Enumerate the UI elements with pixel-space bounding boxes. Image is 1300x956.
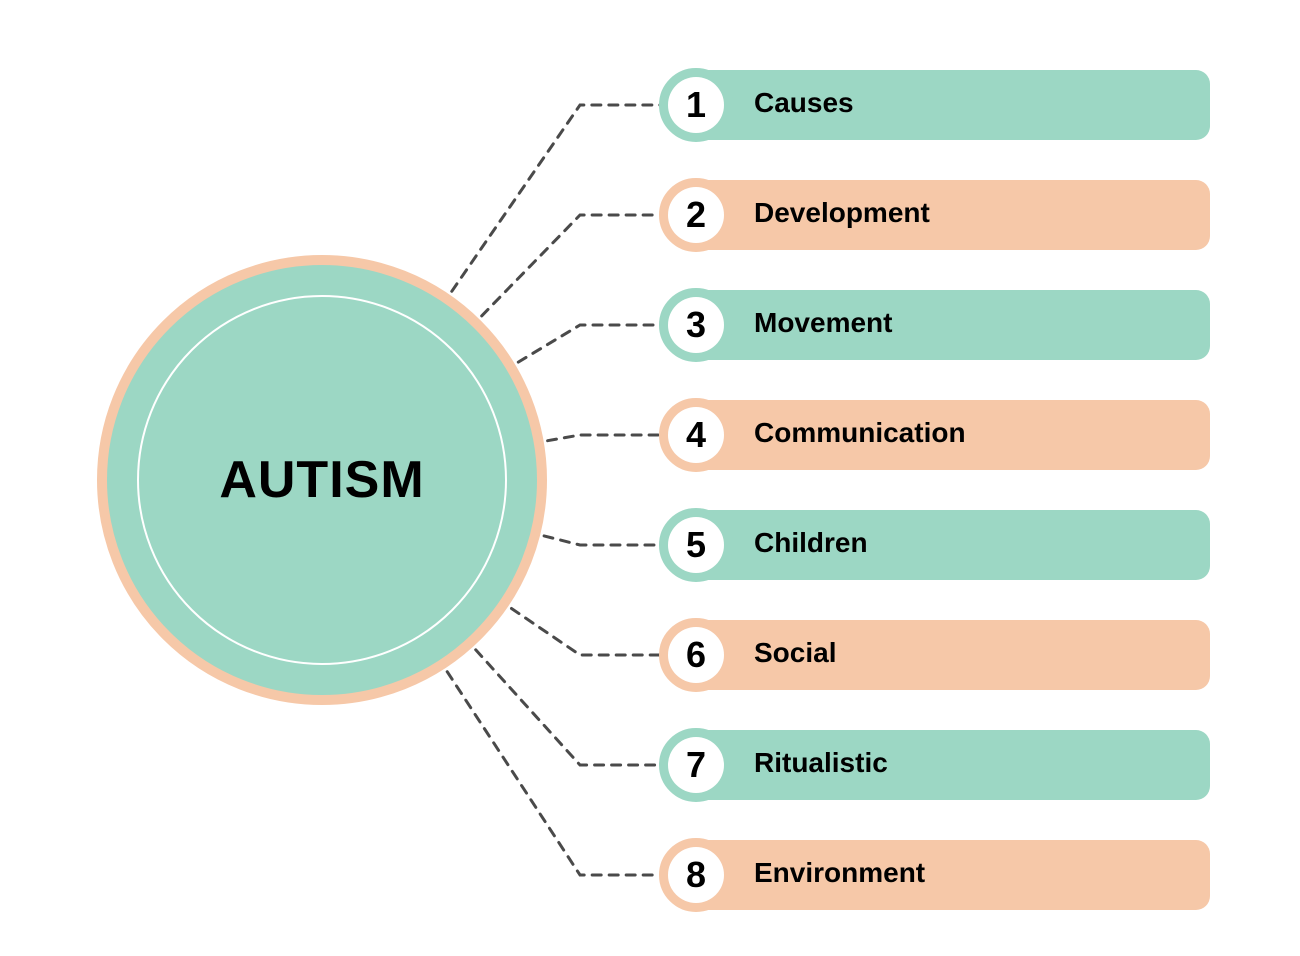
item-number-circle: 5 <box>659 508 733 582</box>
item-number: 3 <box>686 304 706 346</box>
item-number-circle: 8 <box>659 838 733 912</box>
item-number: 6 <box>686 634 706 676</box>
connector-line <box>482 215 660 316</box>
connector-line <box>518 325 660 362</box>
item-label: Ritualistic <box>754 747 888 779</box>
item-label: Development <box>754 197 930 229</box>
item-number-circle: 1 <box>659 68 733 142</box>
item-label: Causes <box>754 87 854 119</box>
item-label: Movement <box>754 307 892 339</box>
diagram-stage: AUTISM 1 Causes 2 Development 3 Movement 4 Comm… <box>0 0 1300 956</box>
item-number: 7 <box>686 744 706 786</box>
item-number-circle: 4 <box>659 398 733 472</box>
connector-line <box>452 105 660 291</box>
connector-line <box>476 650 660 765</box>
item-label: Environment <box>754 857 925 889</box>
item-number: 8 <box>686 854 706 896</box>
item-number: 4 <box>686 414 706 456</box>
item-number: 1 <box>686 84 706 126</box>
item-number: 5 <box>686 524 706 566</box>
item-number: 2 <box>686 194 706 236</box>
center-label: AUTISM <box>219 450 424 510</box>
connector-line <box>447 672 660 875</box>
item-number-circle: 2 <box>659 178 733 252</box>
connector-line <box>544 536 660 545</box>
connector-line <box>548 435 660 441</box>
connector-line <box>512 609 661 656</box>
item-label: Social <box>754 637 836 669</box>
item-number-circle: 7 <box>659 728 733 802</box>
item-label: Children <box>754 527 868 559</box>
item-label: Communication <box>754 417 966 449</box>
item-number-circle: 3 <box>659 288 733 362</box>
item-number-circle: 6 <box>659 618 733 692</box>
